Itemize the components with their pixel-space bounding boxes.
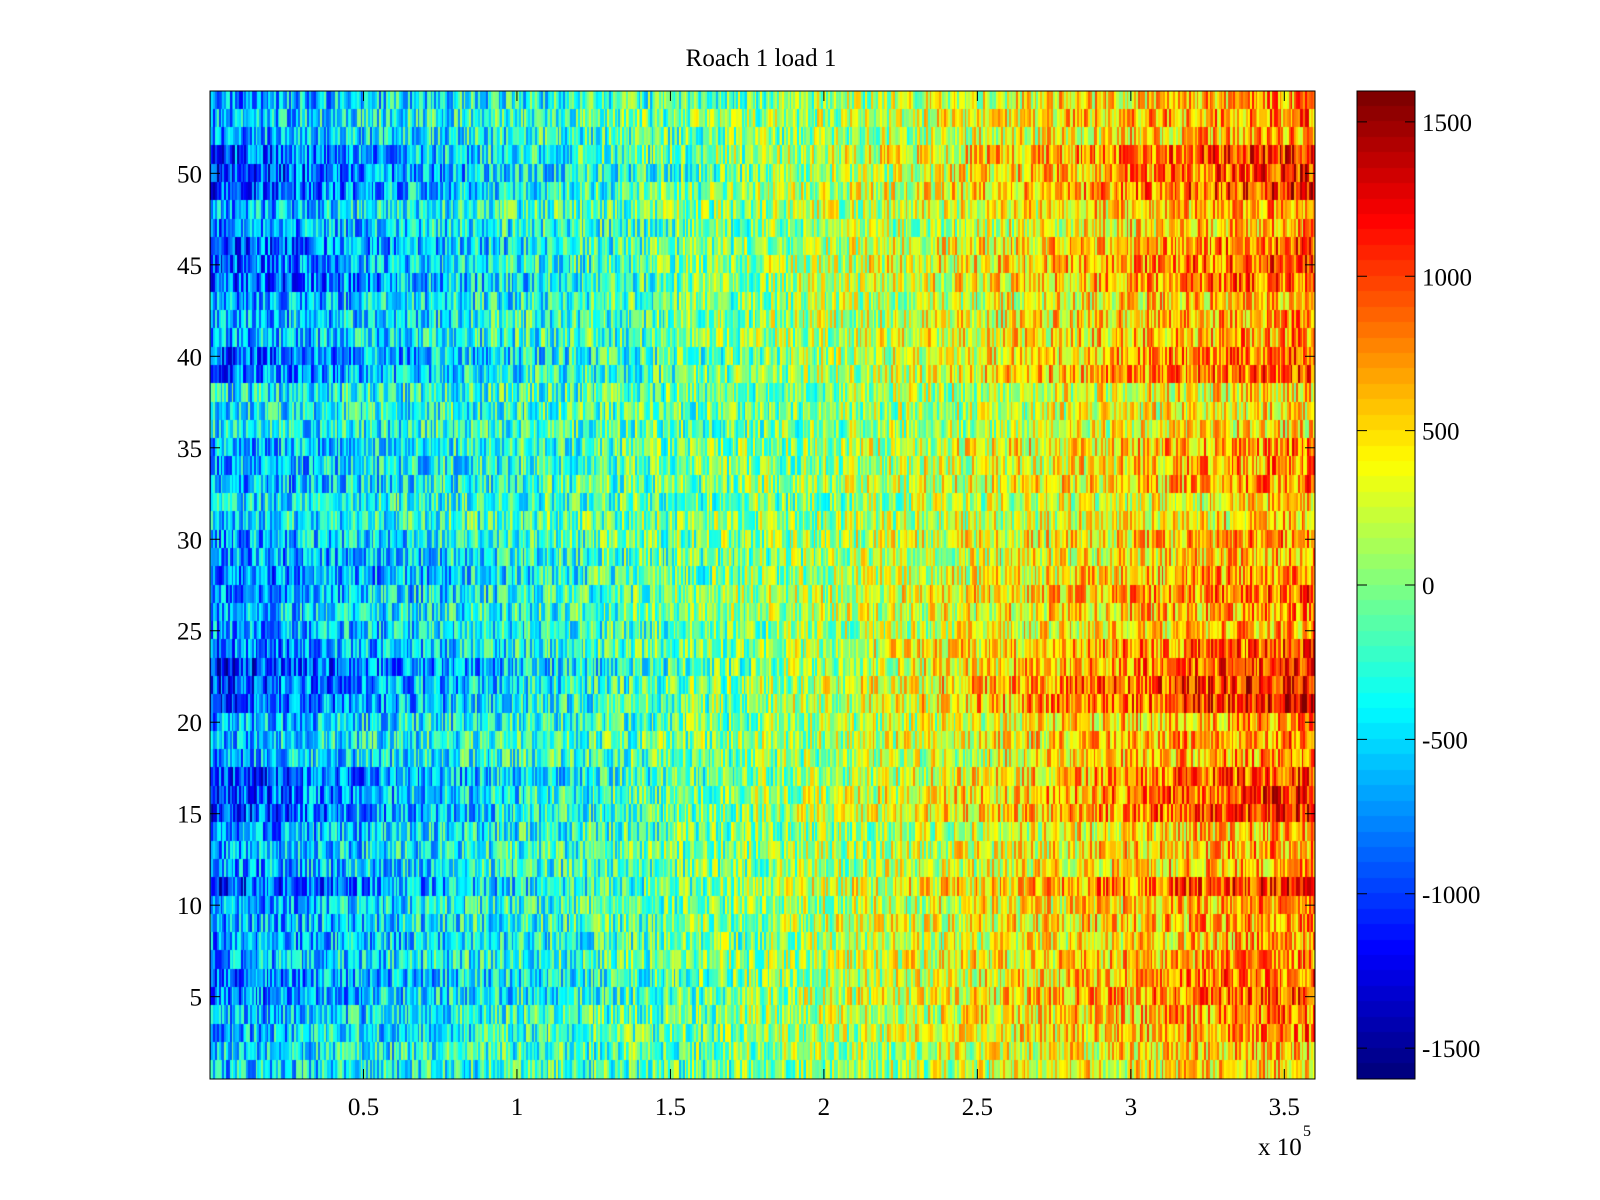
colorbar-tick-label: -1500 (1422, 1036, 1480, 1063)
colorbar-tick-label: -1000 (1422, 882, 1480, 909)
x-axis-ticks: 0.5 1 1.5 2 2.5 3 3.5 (348, 91, 1300, 1121)
colorbar-tick-label: 500 (1422, 419, 1460, 446)
heatmap-image (210, 91, 1315, 1079)
chart-title: Roach 1 load 1 (686, 45, 837, 72)
y-tick-label: 15 (177, 802, 202, 829)
y-tick-label: 30 (177, 527, 202, 554)
x-multiplier-base: x 10 (1258, 1134, 1302, 1161)
colorbar-tick-label: 1500 (1422, 110, 1472, 137)
plot-axes-frame (209, 90, 1316, 1080)
x-tick-label: 0.5 (348, 1094, 379, 1121)
x-tick-label: 1.5 (655, 1094, 686, 1121)
y-tick-label: 10 (177, 893, 202, 920)
x-tick-label: 3.5 (1269, 1094, 1300, 1121)
y-tick-label: 40 (177, 344, 202, 371)
colorbar-tick-label: 0 (1422, 573, 1435, 600)
y-axis-ticks: 5 10 15 20 25 30 35 40 45 50 (177, 161, 1315, 1012)
x-tick-label: 3 (1125, 1094, 1138, 1121)
colorbar-tick-label: -500 (1422, 727, 1468, 754)
y-tick-label: 50 (177, 161, 202, 188)
colorbar-tick-label: 1000 (1422, 264, 1472, 291)
y-tick-label: 45 (177, 253, 202, 280)
x-axis-multiplier: x 10 5 (1258, 1123, 1311, 1161)
colorbar-ticks: 1500 1000 500 0 -500 -1000 -1500 (1357, 110, 1480, 1063)
x-tick-label: 2 (818, 1094, 831, 1121)
x-tick-label: 2.5 (962, 1094, 993, 1121)
y-tick-label: 25 (177, 619, 202, 646)
y-tick-label: 35 (177, 436, 202, 463)
x-tick-label: 1 (511, 1094, 524, 1121)
heatmap-image-container (210, 91, 1315, 1079)
x-multiplier-exponent: 5 (1303, 1123, 1311, 1140)
y-tick-label: 5 (190, 985, 203, 1012)
y-tick-label: 20 (177, 710, 202, 737)
